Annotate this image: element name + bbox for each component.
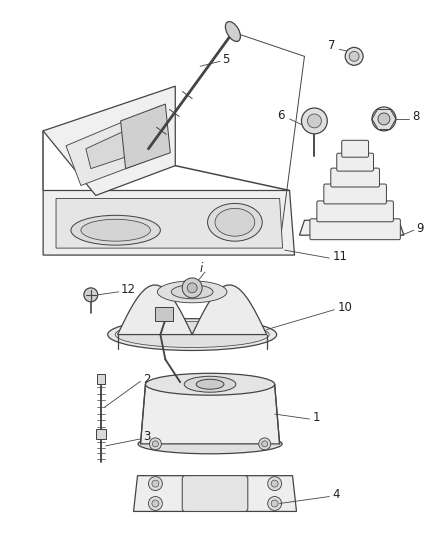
Ellipse shape — [208, 204, 262, 241]
Ellipse shape — [71, 215, 160, 245]
Bar — [155, 307, 173, 321]
Circle shape — [271, 500, 278, 507]
Polygon shape — [118, 285, 267, 335]
FancyBboxPatch shape — [337, 153, 374, 171]
Circle shape — [345, 47, 363, 65]
Text: 7: 7 — [328, 39, 335, 52]
Circle shape — [262, 441, 268, 447]
Text: 2: 2 — [144, 373, 151, 386]
Text: 12: 12 — [120, 284, 136, 296]
Circle shape — [301, 108, 327, 134]
Text: i: i — [200, 262, 203, 276]
Text: 1: 1 — [312, 410, 320, 424]
Text: 4: 4 — [332, 488, 340, 501]
Circle shape — [152, 441, 159, 447]
Circle shape — [148, 477, 162, 490]
FancyBboxPatch shape — [331, 168, 379, 187]
Text: 10: 10 — [337, 301, 352, 314]
Ellipse shape — [157, 281, 227, 303]
Ellipse shape — [115, 321, 269, 348]
Ellipse shape — [81, 219, 150, 241]
Polygon shape — [56, 198, 283, 248]
Circle shape — [187, 283, 197, 293]
Circle shape — [378, 113, 390, 125]
Ellipse shape — [138, 434, 282, 454]
Polygon shape — [300, 220, 404, 235]
Circle shape — [148, 497, 162, 511]
Polygon shape — [43, 190, 294, 255]
FancyBboxPatch shape — [317, 201, 393, 222]
Circle shape — [271, 480, 278, 487]
Circle shape — [149, 438, 161, 450]
Bar — [96, 429, 106, 439]
Circle shape — [182, 278, 202, 298]
Circle shape — [307, 114, 321, 128]
FancyBboxPatch shape — [324, 184, 386, 204]
Circle shape — [152, 480, 159, 487]
FancyBboxPatch shape — [182, 475, 248, 512]
Circle shape — [259, 438, 271, 450]
Polygon shape — [43, 86, 175, 196]
Polygon shape — [66, 106, 160, 185]
Ellipse shape — [226, 21, 240, 42]
Text: 6: 6 — [277, 109, 285, 123]
Text: 9: 9 — [417, 222, 424, 235]
Polygon shape — [141, 384, 279, 444]
Circle shape — [268, 497, 282, 511]
Ellipse shape — [171, 285, 213, 299]
Circle shape — [152, 500, 159, 507]
FancyBboxPatch shape — [342, 140, 368, 157]
Polygon shape — [134, 475, 297, 512]
Circle shape — [84, 288, 98, 302]
Polygon shape — [86, 119, 150, 168]
Circle shape — [268, 477, 282, 490]
Text: 8: 8 — [412, 110, 419, 124]
Text: 5: 5 — [222, 53, 230, 66]
Circle shape — [349, 51, 359, 61]
Circle shape — [372, 107, 396, 131]
Ellipse shape — [196, 379, 224, 389]
Ellipse shape — [145, 373, 275, 395]
FancyBboxPatch shape — [310, 219, 400, 240]
Ellipse shape — [108, 319, 277, 351]
Ellipse shape — [184, 376, 236, 392]
Polygon shape — [120, 104, 170, 168]
Ellipse shape — [215, 208, 255, 236]
Text: 3: 3 — [144, 431, 151, 443]
Text: 11: 11 — [332, 249, 347, 263]
Bar — [97, 374, 105, 384]
